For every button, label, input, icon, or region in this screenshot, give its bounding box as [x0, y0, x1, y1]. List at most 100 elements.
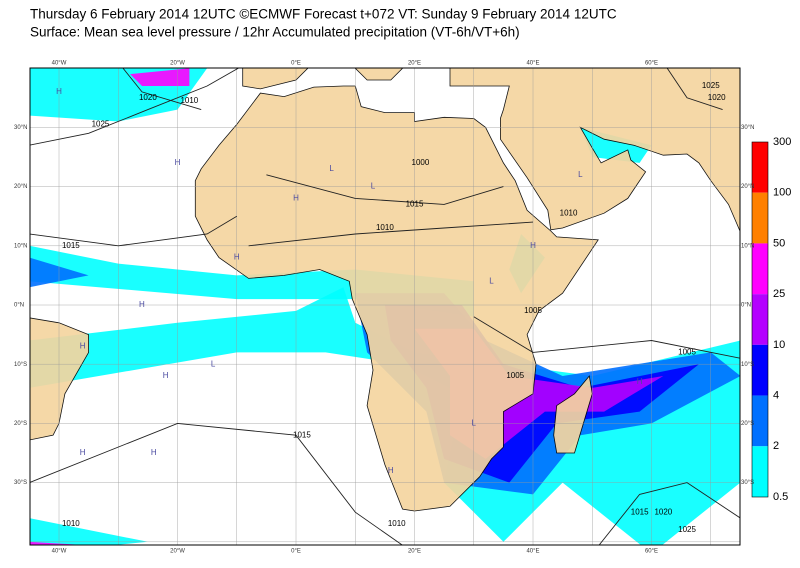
lat-label: 20°N [741, 184, 754, 190]
isobar [122, 68, 202, 111]
pressure-centre: L [489, 276, 494, 285]
colorbar-segment [752, 395, 768, 447]
colorbar-label: 0.5 [773, 491, 788, 503]
colorbar-segment [752, 192, 768, 244]
land [449, 68, 740, 233]
title: Thursday 6 February 2014 12UTC ©ECMWF Fo… [30, 7, 617, 22]
isobar-label: 1015 [406, 199, 424, 208]
pressure-centre: L [578, 170, 583, 179]
pressure-centre: L [472, 419, 477, 428]
lon-label: 20°E [408, 549, 421, 555]
lon-label: 0°E [291, 549, 301, 555]
lon-label: 40°E [526, 549, 539, 555]
lat-label: 30°S [741, 480, 754, 486]
colorbar-label: 100 [773, 187, 791, 199]
lat-label: 30°N [14, 125, 27, 131]
isobar-label: 1015 [62, 241, 80, 250]
pressure-centre: H [530, 241, 536, 250]
lat-label: 0°N [741, 303, 751, 309]
pressure-centre: L [211, 359, 216, 368]
isobar [266, 174, 504, 205]
colorbar-segment [752, 344, 768, 396]
lon-label: 40°E [526, 61, 539, 67]
lon-label: 20°W [170, 549, 185, 555]
isobar [30, 422, 403, 545]
isobar [30, 215, 238, 247]
lat-label: 10°S [741, 362, 754, 368]
pressure-centre: H [80, 448, 86, 457]
map-border [29, 67, 741, 546]
land [354, 68, 404, 81]
lon-label: 40°W [52, 61, 67, 67]
lon-label: 0°E [291, 61, 301, 67]
lat-label: 20°S [14, 421, 27, 427]
precipitation [30, 257, 89, 288]
subtitle: Surface: Mean sea level pressure / 12hr … [30, 25, 520, 40]
map: 1020 1010 1025 1015 1015 1010 1000 1010 1005 1005… [30, 68, 740, 545]
colorbar-label: 300 [773, 136, 791, 148]
isobar-label: 1005 [524, 306, 542, 315]
colorbar-label: 2 [773, 440, 779, 452]
pressure-centre: H [80, 342, 86, 351]
pressure-centre: H [234, 253, 240, 262]
isobar-label: 1025 [678, 525, 696, 534]
isobar [473, 316, 740, 359]
lon-label: 60°E [645, 549, 658, 555]
precipitation [30, 541, 85, 545]
colorbar-segment [752, 243, 768, 295]
colorbar-segment [752, 294, 768, 345]
isobar-label: 1005 [678, 347, 696, 356]
precipitation [130, 68, 190, 86]
isobar-label: 1010 [376, 223, 394, 232]
colorbar-border [751, 141, 769, 498]
pressure-centre: H [163, 371, 169, 380]
pressure-centre: H [56, 87, 62, 96]
pressure-centre: H [388, 466, 394, 475]
isobar-label: 1015 [293, 430, 311, 439]
isobar-label: 1025 [92, 120, 110, 129]
lon-label: 20°W [170, 61, 185, 67]
lon-label: 20°E [408, 61, 421, 67]
isobar-label: 1020 [708, 93, 726, 102]
isobar-label: 1010 [560, 208, 578, 217]
isobar [666, 68, 723, 111]
lon-label: 60°E [645, 61, 658, 67]
lat-label: 0°N [14, 303, 24, 309]
colorbar-segment [752, 142, 768, 193]
colorbar-label: 4 [773, 389, 779, 401]
precipitation [30, 287, 740, 545]
land [242, 68, 309, 90]
isobar [598, 482, 740, 545]
isobar-label: 1020 [654, 507, 672, 516]
isobar-label: 1010 [180, 96, 198, 105]
lon-label: 40°W [52, 549, 67, 555]
lat-label: 10°N [14, 243, 27, 249]
pressure-centre: H [151, 448, 157, 457]
colorbar-label: 50 [773, 237, 785, 249]
lat-label: 10°N [741, 243, 754, 249]
land [553, 375, 593, 454]
pressure-centre: H [637, 377, 643, 386]
lat-label: 20°S [741, 421, 754, 427]
lat-label: 30°N [741, 125, 754, 131]
lat-label: 20°N [14, 184, 27, 190]
isobar-label: 1010 [388, 519, 406, 528]
lat-label: 10°S [14, 362, 27, 368]
lat-label: 30°S [14, 480, 27, 486]
isobar [30, 68, 240, 146]
colorbar-label: 25 [773, 288, 785, 300]
isobar-label: 1005 [506, 371, 524, 380]
pressure-centre: L [329, 164, 334, 173]
pressure-centre: H [293, 194, 299, 203]
pressure-centre: L [371, 182, 376, 191]
isobar [248, 221, 534, 247]
isobar-label: 1025 [702, 81, 720, 90]
colorbar: 300 100 50 25 10 4 2 0.5 [751, 136, 791, 503]
isobar-label: 1010 [62, 519, 80, 528]
land [30, 317, 89, 441]
colorbar-label: 10 [773, 339, 785, 351]
pressure-centre: H [139, 300, 145, 309]
isobar-label: 1020 [139, 93, 157, 102]
isobar-label: 1000 [412, 158, 430, 167]
